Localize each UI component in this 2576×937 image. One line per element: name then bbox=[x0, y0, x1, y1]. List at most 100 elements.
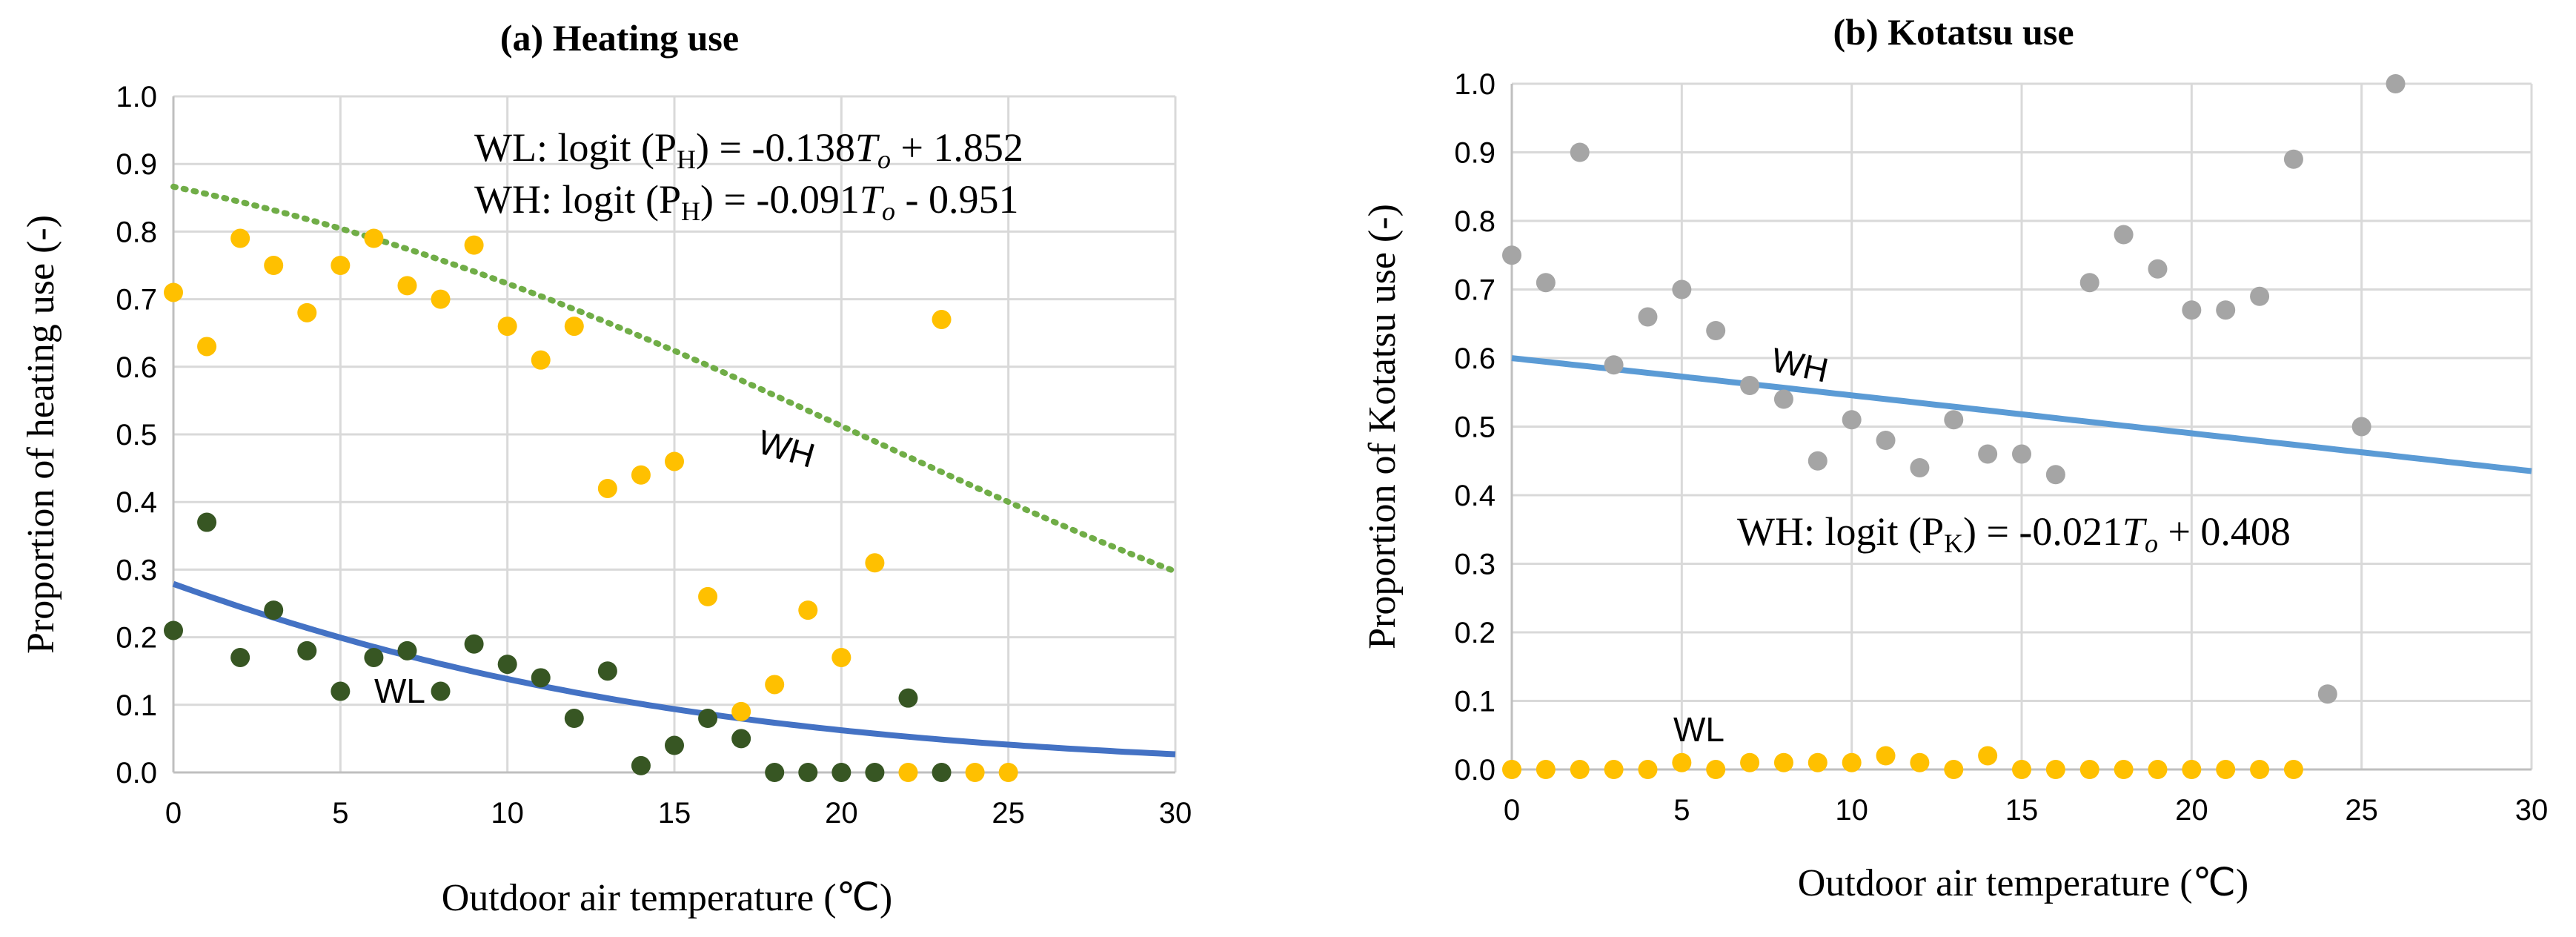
kotatsu-point-wh bbox=[2250, 286, 2270, 306]
y-tick-label: 0.7 bbox=[116, 284, 157, 317]
kotatsu-point-wl bbox=[1706, 760, 1726, 779]
heating-point-wl bbox=[564, 709, 584, 729]
heating-point-wh bbox=[564, 317, 584, 337]
heating-point-wl bbox=[431, 681, 451, 701]
fit-curve-wh bbox=[1511, 355, 2532, 474]
kotatsu-point-wl bbox=[1944, 760, 1964, 779]
x-tick-label: 25 bbox=[992, 797, 1025, 830]
kotatsu-point-wh bbox=[1807, 451, 1828, 471]
kotatsu-point-wl bbox=[2283, 760, 2303, 779]
regression-equation: WL: logit (PH) = -0.138To + 1.852 bbox=[474, 125, 1023, 174]
heating-point-wh bbox=[898, 763, 918, 782]
heating-point-wl bbox=[932, 763, 952, 782]
heating-point-wl bbox=[497, 655, 517, 675]
x-tick-label: 15 bbox=[2005, 794, 2039, 827]
kotatsu-point-wl bbox=[1502, 760, 1521, 779]
heating-point-wl bbox=[631, 755, 651, 775]
y-tick-label: 0.0 bbox=[1454, 754, 1496, 787]
y-tick-label: 0.7 bbox=[1454, 274, 1496, 307]
kotatsu-point-wh bbox=[1570, 142, 1590, 162]
kotatsu-point-wh bbox=[1842, 410, 1862, 430]
heating-point-wh bbox=[665, 451, 684, 471]
kotatsu-point-wh bbox=[1876, 431, 1896, 450]
heating-point-wh bbox=[331, 256, 351, 275]
y-axis-label: Proportion of heating use (-) bbox=[20, 215, 62, 654]
y-tick-label: 1.0 bbox=[1454, 68, 1496, 101]
heating-point-wh bbox=[230, 228, 250, 248]
x-tick-label: 25 bbox=[2345, 794, 2378, 827]
heating-point-wh bbox=[965, 763, 985, 782]
y-tick-label: 0.3 bbox=[116, 554, 157, 586]
y-tick-label: 0.0 bbox=[116, 757, 157, 789]
x-tick-label: 30 bbox=[1159, 797, 1192, 830]
y-tick-label: 0.5 bbox=[116, 419, 157, 451]
kotatsu-point-wl bbox=[1570, 760, 1590, 779]
heating-point-wl bbox=[364, 647, 384, 667]
chart-kotatsu-use: (b) Kotatsu use 0.0 0.1 0.2 0.3 0.4 0.5 0.6 0.7 0… bbox=[1361, 11, 2548, 904]
fit-curve-wh bbox=[170, 183, 1178, 575]
kotatsu-point-wh bbox=[2148, 259, 2168, 279]
heating-point-wl bbox=[264, 600, 284, 620]
heating-point-wh bbox=[431, 289, 451, 309]
heating-point-wl bbox=[397, 640, 417, 660]
y-axis-label: Proportion of Kotatsu use (-) bbox=[1361, 204, 1404, 649]
kotatsu-point-wl bbox=[2148, 760, 2168, 779]
kotatsu-point-wl bbox=[1910, 752, 1930, 772]
kotatsu-point-wh bbox=[1773, 389, 1793, 409]
heating-point-wl bbox=[865, 763, 885, 782]
kotatsu-point-wh bbox=[2079, 273, 2099, 293]
kotatsu-point-wl bbox=[2079, 760, 2099, 779]
heating-point-wh bbox=[631, 465, 651, 485]
y-tick-label: 0.4 bbox=[116, 486, 157, 519]
y-tick-label: 0.9 bbox=[116, 148, 157, 181]
y-tick-label: 0.6 bbox=[1454, 342, 1496, 375]
x-tick-label: 30 bbox=[2515, 794, 2549, 827]
heating-point-wh bbox=[497, 317, 517, 337]
kotatsu-point-wl bbox=[1638, 760, 1658, 779]
x-tick-label: 0 bbox=[1504, 794, 1520, 827]
y-tick-label: 1.0 bbox=[116, 81, 157, 113]
kotatsu-point-wh bbox=[2283, 149, 2303, 169]
heating-point-wh bbox=[798, 600, 818, 620]
y-tick-label: 0.8 bbox=[1454, 205, 1496, 238]
heating-point-wl bbox=[898, 688, 918, 708]
kotatsu-point-wh bbox=[2045, 465, 2065, 485]
kotatsu-point-wl bbox=[2250, 760, 2270, 779]
heating-point-wh bbox=[731, 701, 751, 721]
kotatsu-point-wl bbox=[1672, 752, 1692, 772]
x-axis-label: Outdoor air temperature (℃) bbox=[442, 877, 893, 919]
series-label-wh: WH bbox=[754, 423, 819, 475]
series-label-wl: WL bbox=[1673, 710, 1724, 749]
kotatsu-point-wh bbox=[1740, 376, 1760, 395]
x-tick-label: 5 bbox=[1673, 794, 1690, 827]
kotatsu-point-wl bbox=[2012, 760, 2031, 779]
kotatsu-point-wl bbox=[1876, 746, 1896, 766]
series-label-wh: WH bbox=[1768, 340, 1832, 390]
heating-point-wh bbox=[932, 309, 952, 329]
kotatsu-point-wl bbox=[1807, 752, 1828, 772]
chart-title: (b) Kotatsu use bbox=[1833, 11, 2074, 53]
kotatsu-point-wh bbox=[1944, 410, 1964, 430]
kotatsu-point-wh bbox=[1502, 245, 1521, 265]
kotatsu-point-wh bbox=[2216, 300, 2236, 320]
x-axis-label: Outdoor air temperature (℃) bbox=[1798, 862, 2249, 904]
x-tick-label: 15 bbox=[658, 797, 691, 830]
heating-point-wh bbox=[865, 553, 885, 573]
kotatsu-point-wh bbox=[1604, 355, 1624, 375]
fit-curve-wl bbox=[172, 580, 1176, 758]
heating-point-wh bbox=[164, 282, 183, 302]
regression-equation: WH: logit (PH) = -0.091To - 0.951 bbox=[474, 177, 1018, 226]
y-tick-label: 0.4 bbox=[1454, 480, 1496, 512]
kotatsu-point-wl bbox=[1773, 752, 1793, 772]
y-tick-label: 0.2 bbox=[116, 622, 157, 655]
heating-point-wl bbox=[197, 512, 217, 532]
regression-equation: WH: logit (PK) = -0.021To + 0.408 bbox=[1737, 509, 2291, 558]
heating-point-wh bbox=[597, 478, 617, 498]
heating-point-wl bbox=[531, 668, 551, 688]
heating-point-wh bbox=[364, 228, 384, 248]
x-tick-label: 5 bbox=[332, 797, 348, 830]
kotatsu-point-wh bbox=[1536, 273, 1556, 293]
kotatsu-point-wh bbox=[1978, 444, 1998, 464]
kotatsu-point-wl bbox=[2182, 760, 2202, 779]
